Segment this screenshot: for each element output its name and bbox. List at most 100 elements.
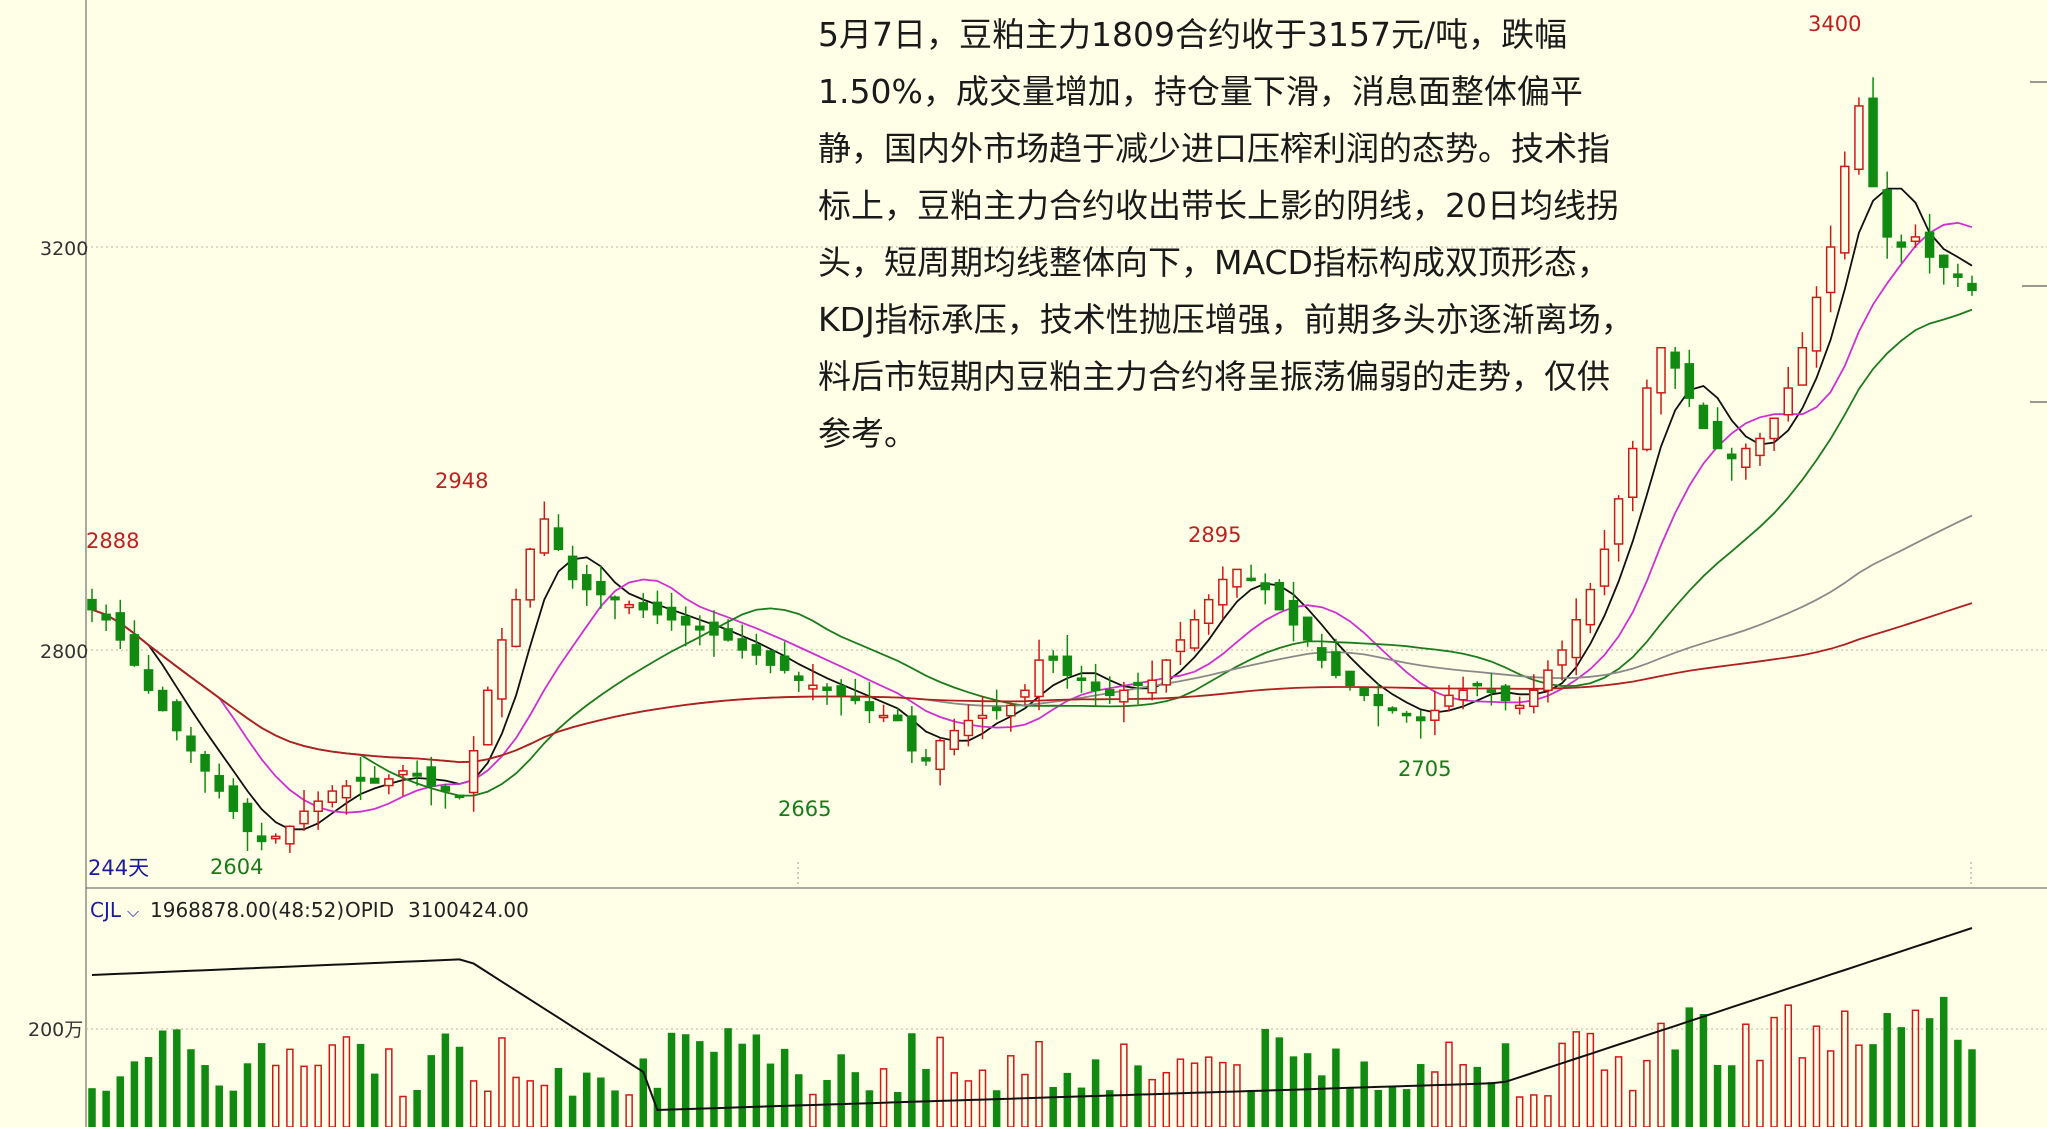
candle-body bbox=[1288, 599, 1299, 626]
volume-bar bbox=[286, 1048, 294, 1127]
candle-body bbox=[285, 825, 295, 845]
cjl-indicator-label[interactable]: CJL bbox=[90, 898, 122, 922]
candle bbox=[1924, 213, 1935, 274]
candle bbox=[1613, 495, 1624, 562]
ma-line-20 bbox=[91, 308, 1973, 797]
candle bbox=[1670, 346, 1680, 389]
candle-body bbox=[398, 770, 408, 776]
candle-body bbox=[1401, 712, 1412, 717]
candle bbox=[1302, 616, 1313, 647]
candle bbox=[1571, 598, 1581, 676]
volume-bar bbox=[795, 1074, 803, 1127]
candle-body bbox=[638, 602, 649, 611]
candle bbox=[1062, 634, 1073, 689]
opid-value: 3100424.00 bbox=[408, 898, 529, 922]
candle bbox=[1458, 676, 1468, 710]
ma-line-10 bbox=[91, 221, 1973, 814]
candle-body bbox=[468, 750, 479, 794]
candle bbox=[483, 686, 493, 746]
volume-bar bbox=[1190, 1062, 1199, 1127]
candle bbox=[1203, 594, 1214, 635]
volume-bar bbox=[1459, 1064, 1467, 1127]
candle bbox=[1840, 151, 1850, 260]
volume-bar bbox=[88, 1088, 96, 1127]
candle-body bbox=[1260, 582, 1270, 591]
candle-body bbox=[426, 766, 436, 787]
candle bbox=[963, 704, 974, 747]
volume-bar bbox=[342, 1036, 351, 1127]
candle-body bbox=[440, 785, 451, 792]
volume-bar bbox=[879, 1068, 888, 1127]
volume-bar bbox=[130, 1061, 139, 1127]
volume-bar bbox=[893, 1092, 902, 1127]
candle-body bbox=[1161, 659, 1172, 686]
candle bbox=[1288, 581, 1299, 642]
candle-body bbox=[765, 650, 776, 666]
volume-bar bbox=[1416, 1064, 1425, 1127]
volume-bar bbox=[1049, 1087, 1057, 1127]
candle bbox=[200, 750, 210, 793]
cjl-value: 1968878.00(48:52) bbox=[150, 898, 344, 922]
candle-body bbox=[553, 527, 564, 551]
volume-bar bbox=[1148, 1078, 1156, 1127]
candle bbox=[1387, 706, 1398, 714]
candle bbox=[1656, 347, 1666, 415]
candle bbox=[1684, 349, 1695, 407]
price-tick-3200: 3200 bbox=[40, 238, 88, 260]
candle-body bbox=[1246, 577, 1256, 582]
volume-bar bbox=[568, 1095, 577, 1127]
volume-bar bbox=[1275, 1037, 1284, 1127]
candle-body bbox=[977, 714, 988, 719]
volume-bar bbox=[1925, 1018, 1934, 1127]
volume-bar bbox=[1162, 1071, 1171, 1127]
candle bbox=[271, 833, 281, 844]
candle-body bbox=[1345, 670, 1355, 687]
candle bbox=[115, 599, 126, 650]
candle bbox=[1585, 582, 1596, 634]
candle-body bbox=[652, 601, 663, 616]
candle-body bbox=[1203, 598, 1214, 624]
candle bbox=[779, 641, 790, 674]
volume-bar bbox=[851, 1072, 860, 1127]
candle bbox=[1133, 672, 1143, 705]
annotation-high-2895: 2895 bbox=[1188, 523, 1241, 547]
candle-body bbox=[1104, 689, 1115, 697]
volume-bar bbox=[1643, 1059, 1651, 1127]
volume-bar bbox=[1261, 1028, 1269, 1127]
volume-bar bbox=[1883, 1013, 1891, 1127]
candle-body bbox=[1274, 582, 1285, 611]
volume-bar bbox=[681, 1034, 690, 1127]
candle bbox=[1444, 685, 1454, 712]
volume-bar bbox=[144, 1057, 153, 1127]
candle bbox=[1500, 683, 1511, 711]
volume-bar bbox=[1530, 1094, 1538, 1127]
candle-body bbox=[1868, 97, 1878, 188]
volume-bar bbox=[1388, 1085, 1397, 1127]
candle bbox=[1967, 275, 1977, 296]
candle bbox=[454, 794, 465, 800]
volume-bar bbox=[1374, 1089, 1383, 1127]
candle-body bbox=[935, 739, 945, 771]
market-commentary: 5月7日，豆粕主力1809合约收于3157元/吨，跌幅1.50%，成交量增加，持… bbox=[818, 15, 1634, 453]
candle-body bbox=[1656, 347, 1666, 394]
candle bbox=[1642, 379, 1652, 452]
volume-bar bbox=[1657, 1022, 1665, 1127]
candle bbox=[313, 791, 323, 830]
candle-body bbox=[836, 685, 846, 697]
chevron-down-icon[interactable]: ⌵ bbox=[127, 902, 139, 921]
candle bbox=[1557, 640, 1567, 681]
volume-bar bbox=[1091, 1059, 1100, 1127]
volume-bar bbox=[1289, 1056, 1298, 1127]
candle-body bbox=[1218, 578, 1228, 606]
candle bbox=[581, 564, 592, 606]
candle bbox=[1006, 702, 1016, 732]
candle-body bbox=[1020, 689, 1030, 698]
candle-body bbox=[1769, 417, 1779, 440]
volume-bar bbox=[1134, 1065, 1142, 1127]
candle-body bbox=[1571, 619, 1581, 659]
candle-body bbox=[454, 794, 465, 799]
candle-body bbox=[864, 701, 875, 712]
volume-bar bbox=[1501, 1043, 1510, 1127]
candle bbox=[157, 686, 168, 712]
candle bbox=[1854, 97, 1864, 175]
